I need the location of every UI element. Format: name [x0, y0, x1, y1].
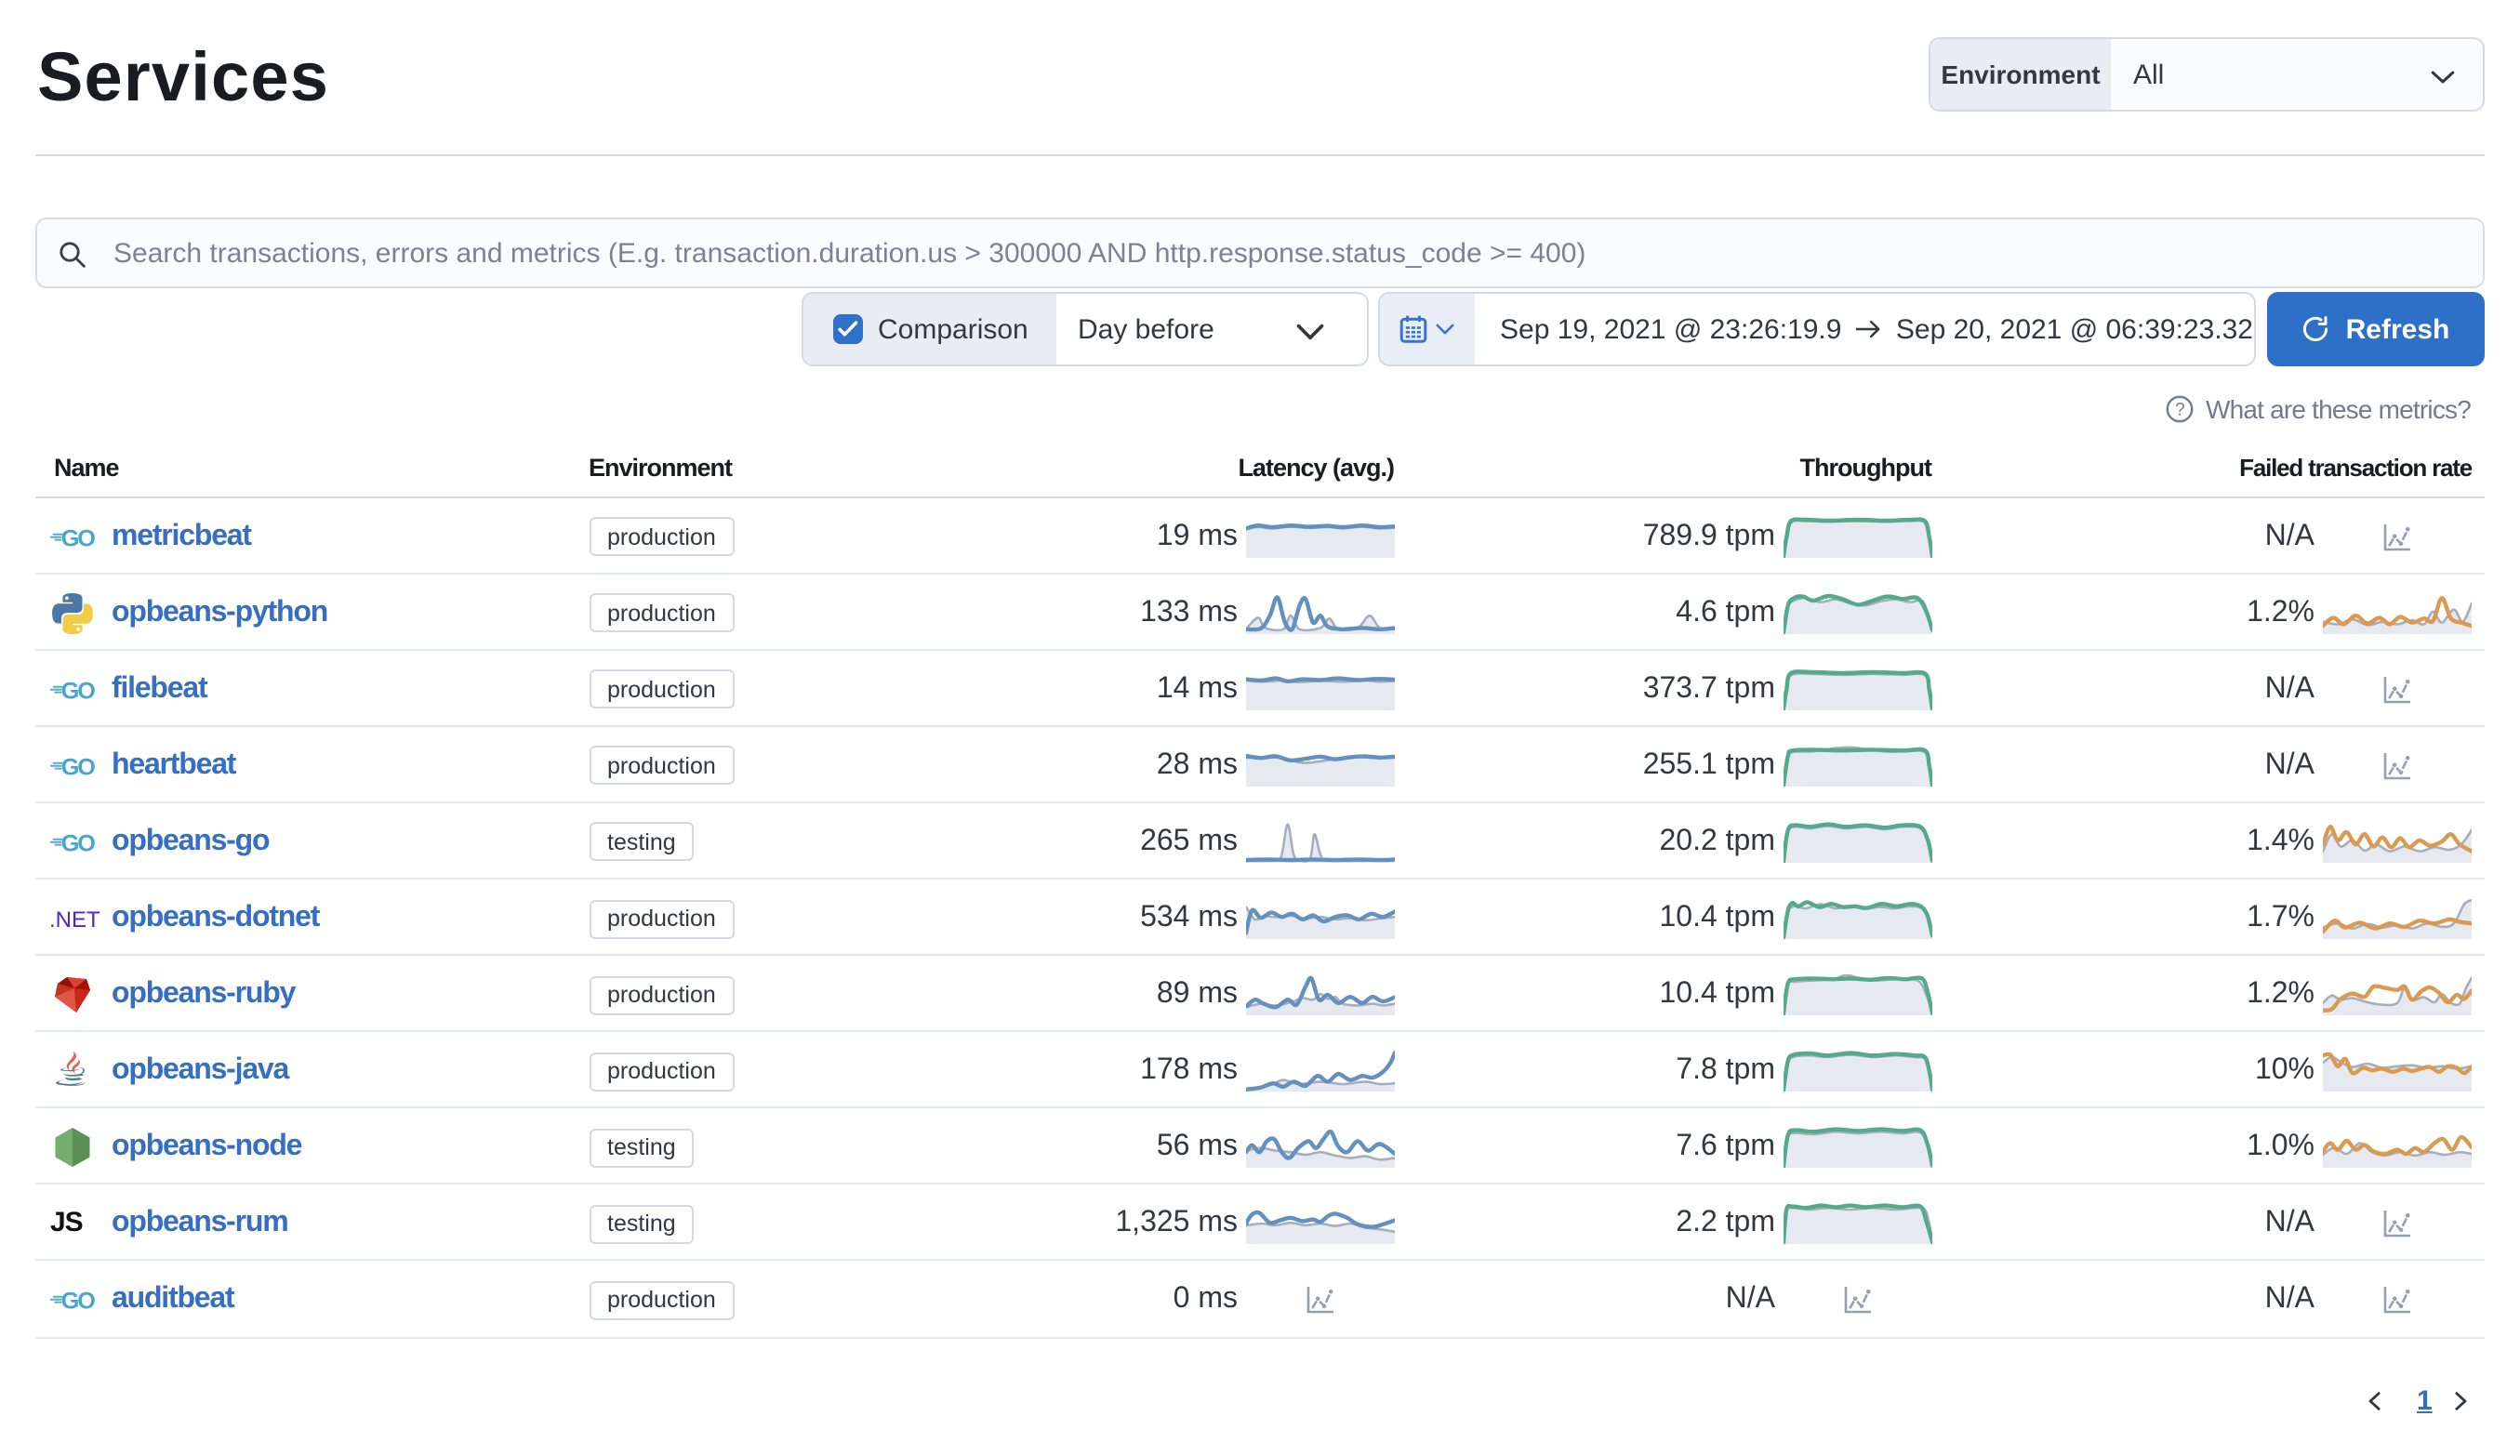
svg-text:GO: GO [61, 524, 95, 550]
svg-text:GO: GO [61, 1289, 95, 1315]
svg-text:GO: GO [61, 754, 95, 780]
svg-text:?: ? [2175, 400, 2184, 419]
svg-text:GO: GO [61, 830, 95, 856]
svg-text:GO: GO [61, 678, 95, 704]
